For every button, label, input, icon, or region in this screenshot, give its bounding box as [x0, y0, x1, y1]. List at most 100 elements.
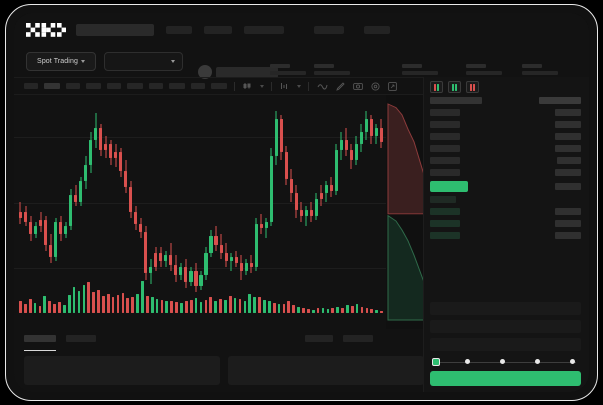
- interval-10[interactable]: [211, 83, 227, 89]
- candle: [169, 103, 173, 298]
- slider-stop-75[interactable]: [535, 359, 540, 364]
- bid-row-value: [555, 220, 581, 227]
- volume-bar: [346, 305, 349, 313]
- ask-row[interactable]: [430, 145, 460, 152]
- chart-type-dropdown-icon[interactable]: [260, 84, 264, 88]
- order-book-rows[interactable]: [424, 97, 589, 310]
- nav-item-3[interactable]: [244, 26, 284, 34]
- candle: [184, 103, 188, 298]
- volume-bar: [155, 298, 159, 313]
- bid-row[interactable]: [430, 196, 456, 203]
- interval-8[interactable]: [169, 83, 185, 89]
- chart-gridline: [14, 268, 386, 270]
- interval-7[interactable]: [149, 83, 163, 89]
- candle: [209, 103, 213, 298]
- candle-body: [44, 220, 48, 245]
- search-input[interactable]: [76, 24, 154, 36]
- volume-bar: [375, 309, 378, 313]
- volume-bar: [121, 292, 125, 313]
- candle-body: [319, 193, 323, 200]
- ask-row[interactable]: [430, 121, 460, 128]
- interval-6[interactable]: [127, 83, 143, 89]
- candle-body: [279, 119, 283, 153]
- price-chart[interactable]: [14, 95, 386, 329]
- candle-body: [299, 209, 303, 216]
- slider-stop-25[interactable]: [465, 359, 470, 364]
- ask-row[interactable]: [430, 109, 460, 116]
- book-mode-both[interactable]: [430, 81, 443, 93]
- indicators-icon[interactable]: [280, 82, 289, 90]
- slider-stop-100[interactable]: [570, 359, 575, 364]
- drawing-pencil-icon[interactable]: [336, 81, 345, 91]
- interval-1[interactable]: [24, 83, 38, 89]
- ask-row[interactable]: [430, 133, 460, 140]
- candle: [304, 103, 308, 298]
- chart-settings-icon[interactable]: [371, 81, 380, 91]
- trading-mode-button[interactable]: Spot Trading: [26, 52, 96, 71]
- amount-percent-slider[interactable]: [432, 358, 579, 366]
- volume-bar: [180, 302, 183, 313]
- bid-row[interactable]: [430, 232, 460, 239]
- interval-3[interactable]: [66, 83, 80, 89]
- snapshot-camera-icon[interactable]: [353, 82, 363, 90]
- candle-body: [334, 150, 338, 192]
- candle-body: [74, 195, 78, 202]
- book-mode-asks[interactable]: [466, 81, 479, 93]
- candle: [354, 103, 358, 298]
- interval-2[interactable]: [44, 83, 60, 89]
- nav-item-4[interactable]: [314, 26, 344, 34]
- candle: [284, 103, 288, 298]
- panel-orders-right[interactable]: [228, 356, 424, 385]
- ask-row-value: [557, 157, 581, 164]
- action-hide-other-pairs[interactable]: [305, 335, 333, 342]
- bid-row[interactable]: [430, 208, 460, 215]
- volume-bar: [145, 295, 149, 313]
- stat-last-price: [270, 64, 306, 75]
- volume-bar: [77, 291, 81, 313]
- candle: [28, 103, 33, 298]
- indicators-dropdown-icon[interactable]: [297, 84, 301, 88]
- fullscreen-icon[interactable]: [388, 81, 397, 91]
- book-mode-bids[interactable]: [448, 81, 461, 93]
- nav-item-2[interactable]: [204, 26, 232, 34]
- price-field[interactable]: [430, 320, 581, 333]
- nav-item-5[interactable]: [364, 26, 390, 34]
- candle-body: [244, 263, 248, 272]
- okx-logo-icon[interactable]: [26, 23, 66, 37]
- candle-body: [264, 222, 268, 229]
- chevron-down-icon: [171, 60, 175, 63]
- candle: [264, 103, 268, 298]
- chart-type-icon[interactable]: [243, 82, 252, 90]
- panel-orders-left[interactable]: [24, 356, 220, 385]
- submit-buy-button[interactable]: [430, 371, 581, 386]
- action-cancel-all[interactable]: [343, 335, 373, 342]
- order-type-field[interactable]: [430, 302, 581, 315]
- slider-stop-50[interactable]: [500, 359, 505, 364]
- ask-row[interactable]: [430, 169, 460, 176]
- volume-bar: [287, 301, 291, 313]
- interval-9[interactable]: [191, 83, 205, 89]
- tab-open-orders[interactable]: [24, 335, 56, 342]
- bid-row[interactable]: [430, 220, 460, 227]
- nav-item-1[interactable]: [166, 26, 192, 34]
- candle-wick: [265, 217, 267, 239]
- interval-4[interactable]: [86, 83, 101, 89]
- interval-5[interactable]: [107, 83, 121, 89]
- tab-order-history[interactable]: [66, 335, 96, 342]
- volume-bar: [102, 295, 105, 313]
- volume-bar: [302, 307, 305, 313]
- chart-gridline: [14, 137, 386, 139]
- slider-handle[interactable]: [432, 358, 440, 366]
- candle: [79, 103, 83, 298]
- volume-bar: [282, 304, 286, 313]
- ask-row[interactable]: [430, 157, 460, 164]
- spread-highlight-row[interactable]: [430, 181, 468, 192]
- amount-field[interactable]: [430, 338, 581, 351]
- pair-select[interactable]: [104, 52, 183, 71]
- candle: [18, 103, 23, 298]
- compare-icon[interactable]: [317, 82, 328, 90]
- candle-body: [239, 263, 243, 272]
- volume-bar: [238, 298, 242, 313]
- candle: [244, 103, 248, 298]
- candle: [174, 103, 178, 298]
